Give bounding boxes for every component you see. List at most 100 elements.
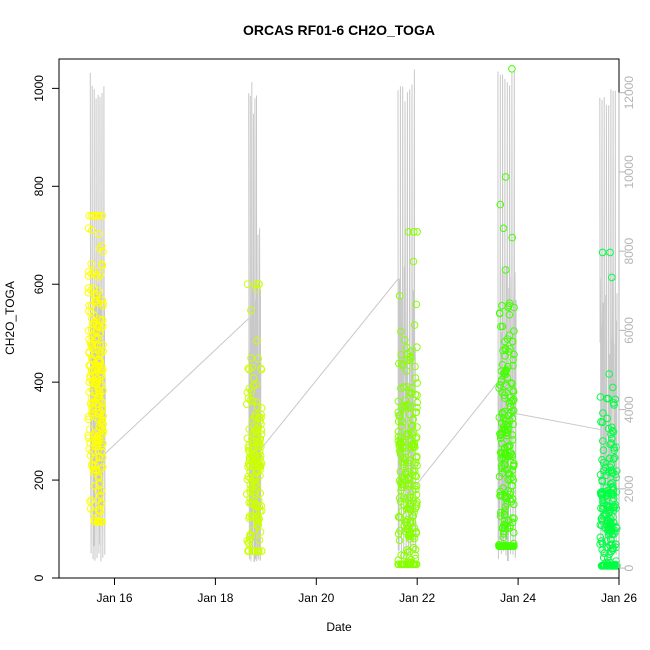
- data-point: [253, 468, 262, 477]
- data-point: [605, 521, 614, 530]
- x-axis-label: Date: [326, 620, 352, 634]
- data-point: [413, 423, 421, 431]
- data-point: [93, 438, 101, 447]
- data-point: [246, 530, 255, 539]
- x-tick-label: Jan 26: [601, 591, 637, 605]
- data-point: [93, 322, 102, 330]
- data-point: [608, 426, 617, 435]
- data-point: [99, 463, 107, 471]
- data-point: [96, 479, 104, 488]
- data-point: [509, 542, 518, 551]
- x-tick-label: Jan 16: [96, 591, 132, 605]
- data-point: [608, 273, 616, 282]
- data-point: [401, 456, 410, 465]
- series-flight-3: [394, 228, 422, 569]
- data-point: [244, 463, 252, 471]
- data-point: [256, 528, 265, 536]
- data-point: [253, 428, 261, 436]
- data-point: [86, 497, 94, 506]
- data-point: [509, 406, 518, 415]
- y2-tick-label: 0: [622, 564, 636, 571]
- data-point: [598, 248, 607, 257]
- data-point: [99, 366, 107, 375]
- data-point: [601, 463, 610, 472]
- data-point: [410, 524, 419, 532]
- data-point: [509, 462, 518, 471]
- data-point: [411, 481, 419, 490]
- data-point: [405, 501, 414, 509]
- data-point: [610, 446, 619, 455]
- series-flight-2: [242, 280, 266, 555]
- data-point: [95, 453, 104, 461]
- data-point: [248, 397, 256, 405]
- data-point: [89, 465, 98, 474]
- data-point: [88, 355, 96, 364]
- data-point: [598, 476, 606, 485]
- data-point: [93, 291, 101, 299]
- data-point: [94, 273, 102, 281]
- data-point: [98, 453, 107, 462]
- data-point: [257, 459, 266, 467]
- data-point: [498, 322, 507, 331]
- data-point: [413, 343, 421, 352]
- data-point: [411, 551, 419, 559]
- data-point: [99, 299, 107, 308]
- data-point: [503, 335, 512, 343]
- data-point: [88, 340, 97, 348]
- data-point: [246, 488, 255, 496]
- data-point: [505, 301, 513, 310]
- data-point: [243, 280, 252, 289]
- data-point: [510, 303, 518, 312]
- data-point: [406, 505, 415, 514]
- y-axis-label: CH2O_TOGA: [3, 281, 17, 355]
- data-point: [98, 404, 107, 412]
- data-point: [610, 562, 619, 570]
- data-point: [501, 352, 509, 360]
- data-point: [412, 527, 421, 536]
- data-point: [85, 301, 93, 310]
- data-point: [95, 230, 103, 238]
- data-point: [609, 428, 618, 436]
- chart-title: ORCAS RF01-6 CH2O_TOGA: [243, 22, 435, 38]
- data-point: [253, 439, 262, 448]
- data-point: [86, 451, 95, 460]
- data-point: [599, 437, 607, 445]
- data-point: [399, 418, 407, 426]
- data-point: [506, 521, 515, 530]
- data-point: [94, 487, 103, 496]
- data-point: [250, 547, 258, 555]
- data-point: [257, 507, 266, 515]
- data-point: [97, 414, 105, 422]
- data-point: [395, 494, 404, 502]
- data-point: [602, 510, 611, 519]
- data-point: [407, 437, 416, 445]
- data-point: [600, 467, 608, 475]
- data-point: [244, 459, 253, 468]
- data-point: [404, 228, 413, 236]
- data-point: [498, 469, 507, 478]
- data-point: [404, 504, 412, 513]
- data-point: [406, 353, 415, 361]
- data-point: [251, 280, 260, 289]
- y-tick-label: 600: [32, 274, 46, 294]
- data-point: [256, 489, 265, 498]
- data-point: [609, 399, 618, 407]
- data-point: [395, 359, 403, 368]
- data-point: [248, 483, 257, 492]
- data-point: [505, 347, 513, 356]
- data-point: [249, 438, 258, 447]
- data-point: [256, 417, 265, 425]
- data-point: [397, 422, 406, 431]
- data-point: [94, 516, 102, 525]
- data-point: [604, 503, 613, 512]
- data-point: [413, 379, 422, 387]
- data-point: [504, 421, 512, 429]
- data-point: [599, 409, 607, 417]
- data-point: [91, 293, 99, 302]
- data-point: [98, 362, 106, 371]
- data-point: [88, 448, 96, 456]
- data-point: [499, 533, 508, 542]
- y2-tick-label: 10000: [622, 155, 636, 189]
- y-axis-left: 0 200 400 600 800 1000: [32, 75, 60, 581]
